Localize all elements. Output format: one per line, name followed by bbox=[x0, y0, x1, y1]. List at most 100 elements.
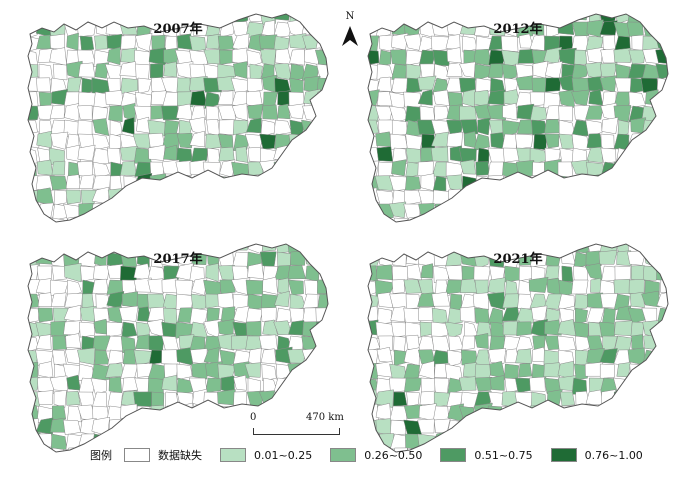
map-region bbox=[164, 203, 179, 221]
map-region bbox=[217, 35, 235, 51]
map-region bbox=[657, 214, 668, 222]
map-region bbox=[613, 403, 632, 419]
legend-item-class1: 0.01~0.25 bbox=[220, 448, 312, 462]
map-region bbox=[317, 189, 328, 205]
map-region bbox=[351, 336, 364, 350]
map-region bbox=[67, 405, 82, 423]
map-region bbox=[516, 160, 535, 178]
map-region bbox=[51, 265, 67, 281]
map-region bbox=[332, 280, 348, 295]
map-region bbox=[147, 306, 166, 322]
map-region bbox=[330, 48, 348, 66]
map-panel-2012: 2012年 bbox=[350, 8, 690, 238]
map-region bbox=[446, 131, 463, 148]
map-region bbox=[377, 119, 395, 135]
map-region bbox=[589, 217, 601, 222]
map-region bbox=[66, 32, 79, 51]
map-panel-2017: 2017年 bbox=[10, 238, 350, 468]
map-region bbox=[557, 293, 575, 311]
map-region bbox=[233, 61, 248, 79]
map-region bbox=[420, 263, 434, 279]
map-region bbox=[120, 160, 137, 177]
map-region bbox=[672, 21, 686, 35]
map-region bbox=[349, 189, 366, 203]
map-region bbox=[36, 159, 54, 176]
map-region bbox=[391, 77, 409, 93]
map-region bbox=[10, 176, 26, 191]
map-region bbox=[49, 104, 65, 120]
map-region bbox=[77, 119, 93, 136]
map-region bbox=[146, 187, 167, 204]
map-region bbox=[92, 133, 110, 151]
map-region bbox=[368, 244, 381, 255]
map-region bbox=[305, 217, 320, 222]
map-region bbox=[91, 105, 108, 123]
map-region bbox=[348, 202, 364, 217]
map-region bbox=[392, 391, 408, 407]
map-region bbox=[629, 291, 645, 308]
map-region bbox=[515, 189, 533, 207]
map-region bbox=[655, 244, 668, 254]
map-region bbox=[432, 189, 450, 206]
map-region bbox=[329, 238, 344, 253]
map-region bbox=[275, 307, 293, 325]
map-region bbox=[462, 362, 477, 378]
map-region bbox=[216, 75, 235, 91]
map-region bbox=[37, 244, 54, 254]
map-region bbox=[176, 377, 193, 396]
legend-swatch bbox=[330, 448, 357, 462]
map-region bbox=[645, 89, 659, 106]
map-region bbox=[585, 250, 602, 266]
map-region bbox=[405, 14, 421, 23]
map-region bbox=[501, 63, 518, 81]
map-region bbox=[275, 175, 292, 193]
map-region bbox=[446, 62, 463, 77]
map-region bbox=[107, 188, 125, 204]
map-region bbox=[348, 92, 363, 106]
map-region bbox=[28, 203, 41, 220]
map-region bbox=[544, 133, 560, 149]
map-region bbox=[247, 262, 265, 280]
map-region bbox=[163, 265, 179, 281]
map-region bbox=[627, 160, 643, 176]
map-region bbox=[137, 77, 152, 94]
map-region bbox=[259, 251, 277, 268]
map-region bbox=[64, 292, 83, 308]
map-region bbox=[206, 119, 221, 137]
map-region bbox=[93, 49, 110, 68]
map-region bbox=[515, 75, 534, 91]
map-region bbox=[406, 391, 420, 407]
map-region bbox=[107, 46, 121, 66]
map-region bbox=[655, 158, 668, 175]
map-region bbox=[91, 244, 109, 253]
map-region bbox=[205, 105, 220, 122]
map-region bbox=[431, 119, 450, 136]
map-region bbox=[687, 334, 700, 350]
map-region bbox=[458, 376, 477, 391]
map-region bbox=[77, 144, 96, 162]
map-region bbox=[315, 376, 328, 392]
north-label: N bbox=[345, 11, 355, 22]
map-region bbox=[489, 360, 506, 379]
map-region bbox=[504, 265, 521, 283]
map-region bbox=[189, 49, 208, 67]
map-region bbox=[262, 244, 277, 252]
map-region bbox=[351, 64, 365, 79]
map-region bbox=[642, 405, 658, 422]
map-region bbox=[9, 378, 26, 393]
map-region bbox=[262, 104, 278, 120]
map-region bbox=[148, 335, 165, 352]
map-region bbox=[262, 319, 279, 337]
map-region bbox=[515, 175, 534, 192]
map-region bbox=[487, 89, 506, 105]
map-region bbox=[517, 49, 535, 64]
map-region bbox=[94, 249, 108, 268]
map-region bbox=[617, 119, 630, 137]
map-region bbox=[92, 14, 110, 23]
map-region bbox=[10, 161, 25, 177]
map-region bbox=[529, 105, 548, 123]
map-region bbox=[684, 202, 700, 218]
map-region bbox=[78, 174, 95, 190]
map-region bbox=[685, 36, 700, 51]
map-region bbox=[614, 320, 633, 337]
